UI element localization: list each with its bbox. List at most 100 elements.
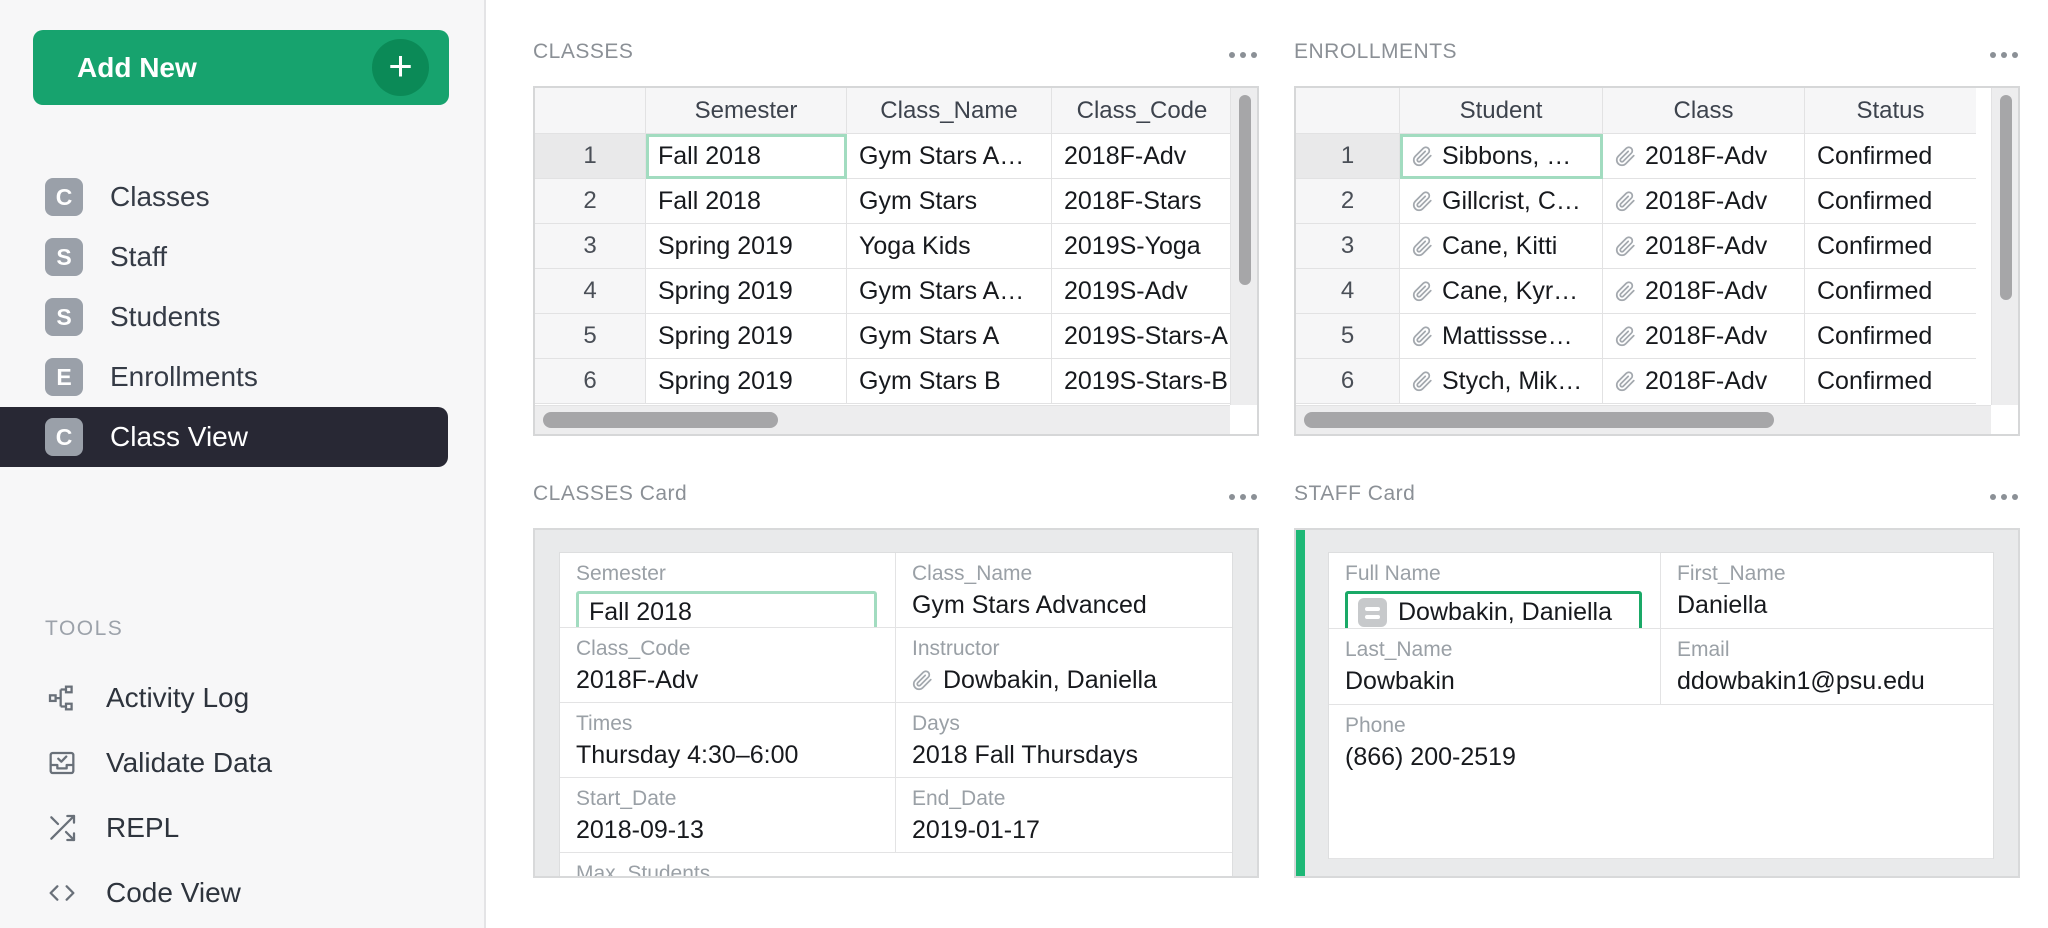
cell[interactable]: Spring 2019 [646, 224, 847, 269]
panel-menu-button[interactable] [1988, 46, 2020, 64]
cell[interactable]: Stych, Mik… [1400, 359, 1603, 404]
cell[interactable]: Gym Stars A… [847, 134, 1052, 179]
horizontal-scrollbar[interactable] [1296, 405, 1991, 434]
field-last-name[interactable]: Last_Name Dowbakin [1329, 629, 1661, 705]
field-max-students[interactable]: Max_Students [560, 853, 1232, 878]
vertical-scrollbar-thumb[interactable] [1239, 95, 1251, 285]
cell[interactable]: Cane, Kitti [1400, 224, 1603, 269]
field-class-code[interactable]: Class_Code 2018F-Adv [560, 628, 896, 703]
cell[interactable]: Confirmed [1805, 314, 1976, 359]
row-number[interactable]: 3 [535, 224, 646, 269]
sidebar-item-classes[interactable]: C Classes [0, 167, 486, 227]
staff-card: Full Name Dowbakin, Daniella First_Name … [1294, 528, 2020, 878]
cell[interactable]: 2018F-Adv [1603, 269, 1805, 314]
cell[interactable]: Confirmed [1805, 134, 1976, 179]
cell[interactable]: 2019S-Stars-A [1052, 314, 1232, 359]
row-number[interactable]: 4 [535, 269, 646, 314]
cell[interactable]: Spring 2019 [646, 269, 847, 314]
cell[interactable]: Confirmed [1805, 179, 1976, 224]
cell[interactable]: Gym Stars B [847, 359, 1052, 404]
horizontal-scrollbar-thumb[interactable] [543, 412, 778, 428]
cell[interactable]: Gym Stars A [847, 314, 1052, 359]
sidebar-item-enrollments[interactable]: E Enrollments [0, 347, 486, 407]
field-email[interactable]: Email ddowbakin1@psu.edu [1661, 629, 1993, 705]
cell[interactable]: 2018F-Stars [1052, 179, 1232, 224]
cell[interactable]: 2018F-Adv [1603, 224, 1805, 269]
cell[interactable]: 2019S-Yoga [1052, 224, 1232, 269]
tool-item-activity-log[interactable]: Activity Log [0, 665, 486, 730]
cell[interactable]: Gym Stars [847, 179, 1052, 224]
row-number[interactable]: 5 [1296, 314, 1400, 359]
column-header-semester[interactable]: Semester [646, 88, 847, 134]
column-header-class[interactable]: Class [1603, 88, 1805, 134]
row-number[interactable]: 6 [1296, 359, 1400, 404]
tool-item-code-view[interactable]: Code View [0, 860, 486, 925]
sidebar-item-students[interactable]: S Students [0, 287, 486, 347]
row-number[interactable]: 2 [535, 179, 646, 224]
sidebar-item-label: Classes [110, 181, 210, 212]
vertical-scrollbar-thumb[interactable] [2000, 95, 2012, 300]
tool-item-validate-data[interactable]: Validate Data [0, 730, 486, 795]
cell[interactable]: Mattissse… [1400, 314, 1603, 359]
cell[interactable]: 2018F-Adv [1603, 359, 1805, 404]
cell[interactable]: Spring 2019 [646, 314, 847, 359]
field-semester[interactable]: Semester Fall 2018 [560, 553, 896, 628]
link-icon [1615, 190, 1635, 211]
cell[interactable]: 2019S-Stars-B [1052, 359, 1232, 404]
plus-icon[interactable]: + [372, 39, 429, 96]
field-first-name[interactable]: First_Name Daniella [1661, 553, 1993, 629]
row-number[interactable]: 4 [1296, 269, 1400, 314]
cell[interactable]: Cane, Kyr… [1400, 269, 1603, 314]
panel-menu-button[interactable] [1227, 46, 1259, 64]
cell[interactable]: 2018F-Adv [1052, 134, 1232, 179]
table-row: 1 Sibbons, … 2018F-Adv Confirmed [1296, 134, 2018, 179]
field-days[interactable]: Days 2018 Fall Thursdays [896, 703, 1232, 778]
tool-item-repl[interactable]: REPL [0, 795, 486, 860]
sidebar-item-staff[interactable]: S Staff [0, 227, 486, 287]
field-label: Max_Students [576, 862, 711, 878]
add-new-button[interactable]: Add New + [33, 30, 449, 105]
field-times[interactable]: Times Thursday 4:30–6:00 [560, 703, 896, 778]
row-number[interactable]: 5 [535, 314, 646, 359]
horizontal-scrollbar-thumb[interactable] [1304, 412, 1774, 428]
row-number[interactable]: 6 [535, 359, 646, 404]
column-header-student[interactable]: Student [1400, 88, 1603, 134]
field-instructor[interactable]: Instructor Dowbakin, Daniella [896, 628, 1232, 703]
field-class-name[interactable]: Class_Name Gym Stars Advanced [896, 553, 1232, 628]
row-number[interactable]: 1 [535, 134, 646, 179]
cell[interactable]: Fall 2018 [646, 179, 847, 224]
vertical-scrollbar[interactable] [1230, 88, 1257, 405]
cell[interactable]: 2019S-Adv [1052, 269, 1232, 314]
field-end-date[interactable]: End_Date 2019-01-17 [896, 778, 1232, 853]
cell[interactable]: Yoga Kids [847, 224, 1052, 269]
horizontal-scrollbar[interactable] [535, 405, 1230, 434]
selected-field-box[interactable]: Fall 2018 [576, 591, 877, 627]
column-header-class-code[interactable]: Class_Code [1052, 88, 1232, 134]
link-icon [1615, 325, 1635, 346]
column-header-class-name[interactable]: Class_Name [847, 88, 1052, 134]
cell[interactable]: Confirmed [1805, 359, 1976, 404]
cell[interactable]: Confirmed [1805, 224, 1976, 269]
cell[interactable]: Gillcrist, C… [1400, 179, 1603, 224]
field-phone[interactable]: Phone (866) 200-2519 [1329, 705, 1993, 859]
cell[interactable]: 2018F-Adv [1603, 314, 1805, 359]
column-header-status[interactable]: Status [1805, 88, 1976, 134]
sidebar-item-class-view[interactable]: C Class View [0, 407, 448, 467]
row-number[interactable]: 2 [1296, 179, 1400, 224]
field-start-date[interactable]: Start_Date 2018-09-13 [560, 778, 896, 853]
field-label: Phone [1345, 714, 1406, 737]
vertical-scrollbar[interactable] [1991, 88, 2018, 405]
cell[interactable]: Spring 2019 [646, 359, 847, 404]
cell[interactable]: Gym Stars A… [847, 269, 1052, 314]
row-number[interactable]: 1 [1296, 134, 1400, 179]
cell[interactable]: Confirmed [1805, 269, 1976, 314]
cell[interactable]: 2018F-Adv [1603, 179, 1805, 224]
field-full-name[interactable]: Full Name Dowbakin, Daniella [1329, 553, 1661, 629]
row-number[interactable]: 3 [1296, 224, 1400, 269]
panel-menu-button[interactable] [1988, 488, 2020, 506]
cell-selected[interactable]: Sibbons, … [1400, 134, 1603, 179]
cell[interactable]: 2018F-Adv [1603, 134, 1805, 179]
selected-field-box[interactable]: Dowbakin, Daniella [1345, 591, 1642, 628]
panel-menu-button[interactable] [1227, 488, 1259, 506]
cell-selected[interactable]: Fall 2018 [646, 134, 847, 179]
